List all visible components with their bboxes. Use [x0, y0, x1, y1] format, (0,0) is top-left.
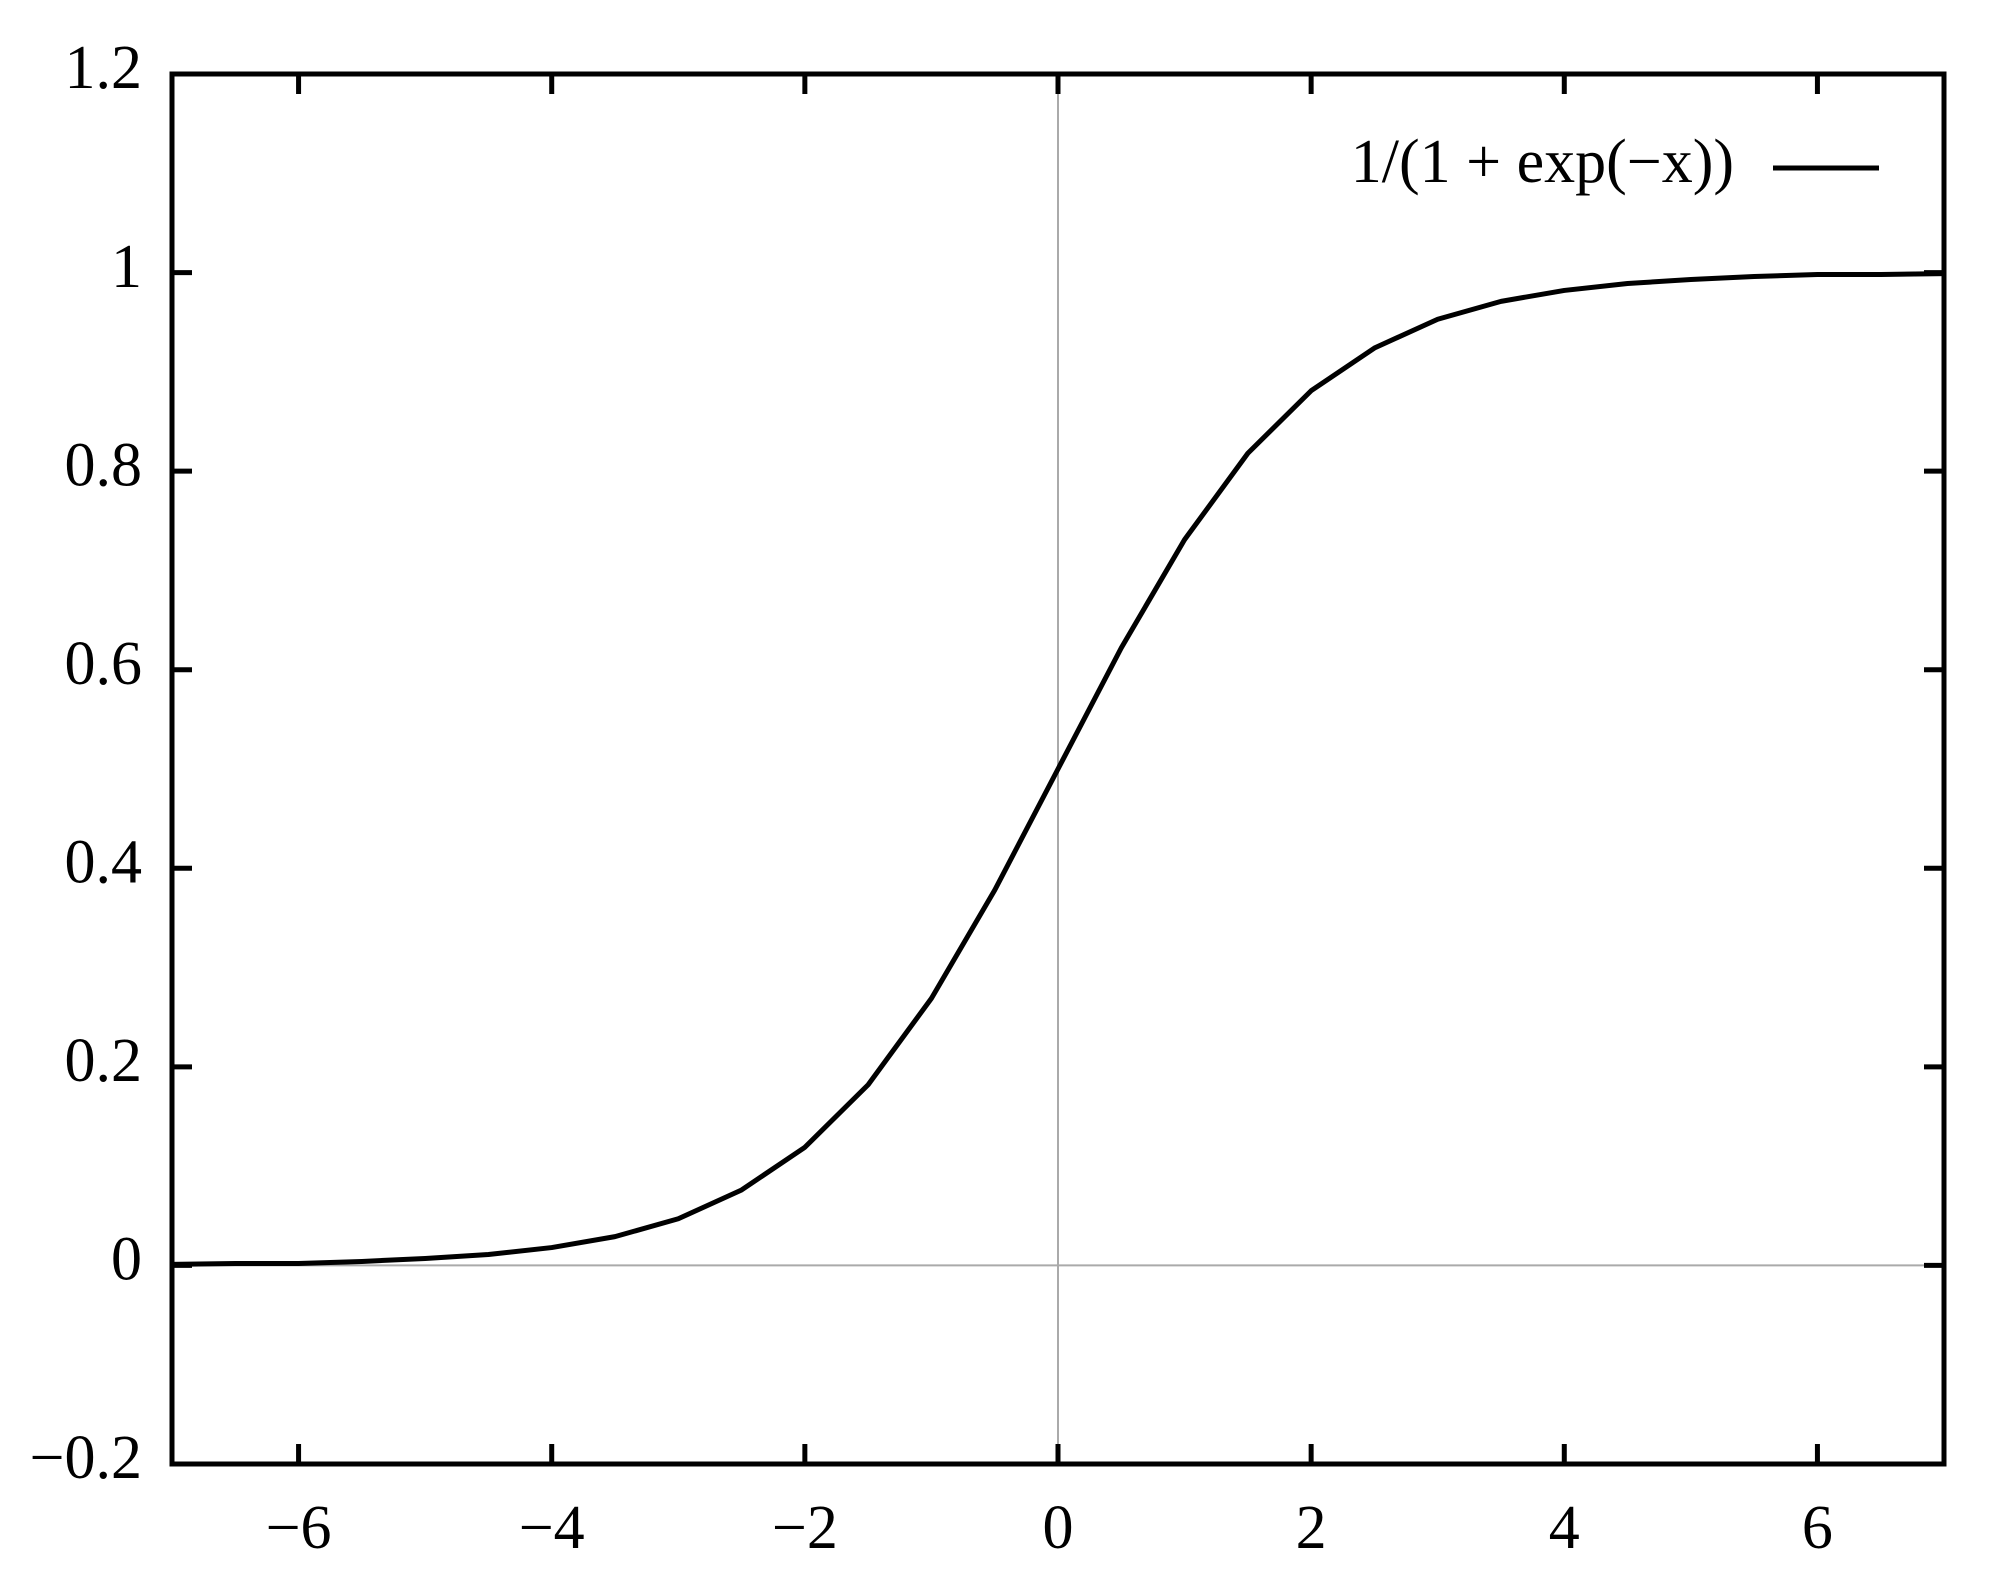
- x-tick-label: 2: [1296, 1494, 1327, 1562]
- y-tick-label: 0: [111, 1226, 142, 1294]
- x-tick-label: −4: [519, 1494, 585, 1562]
- y-tick-label: −0.2: [30, 1424, 142, 1492]
- y-tick-label: 0.2: [65, 1027, 143, 1095]
- y-tick-label: 0.6: [65, 630, 143, 698]
- x-tick-label: 0: [1043, 1494, 1074, 1562]
- x-tick-label: −6: [266, 1494, 332, 1562]
- y-tick-label: 1.2: [65, 34, 143, 102]
- line-series: [171, 271, 1945, 1267]
- y-tick-label: 0.4: [65, 829, 143, 897]
- legend-label: 1/(1 + exp(−x)): [1351, 128, 1734, 196]
- x-tick-label: 4: [1549, 1494, 1580, 1562]
- x-tick-label: −2: [772, 1494, 838, 1562]
- x-tick-label: 6: [1802, 1494, 1833, 1562]
- plot-frame: [169, 71, 1947, 1467]
- y-tick-label: 0.8: [65, 431, 143, 499]
- y-tick-label: 1: [111, 233, 142, 301]
